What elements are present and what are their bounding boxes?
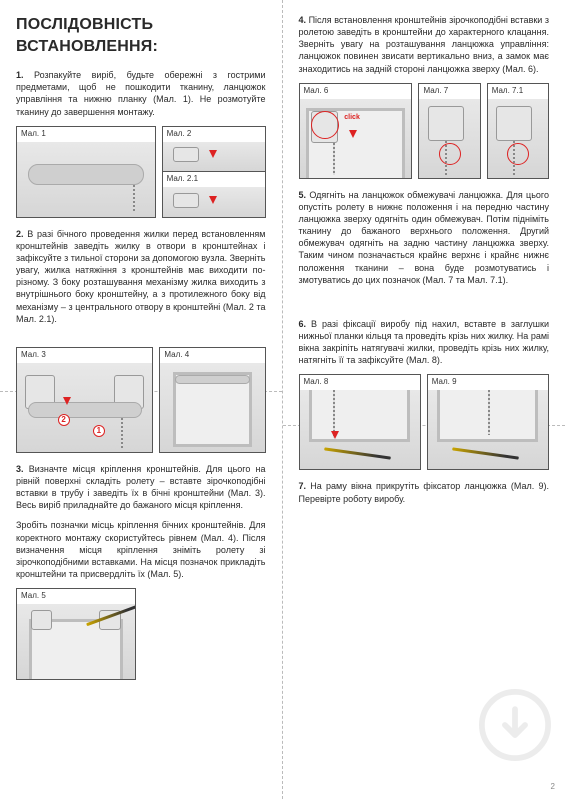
step-6-text: 6. В разі фіксації виробу під нахил, вст…: [299, 318, 550, 367]
bracket-icon: [31, 610, 52, 630]
figure-2-1-art: [163, 187, 265, 217]
highlight-circle-icon: [311, 111, 339, 139]
figure-row-5: Мал. 5: [16, 588, 266, 680]
figure-4-label: Мал. 4: [160, 348, 264, 363]
bracket-icon: [173, 147, 199, 162]
figure-row-3-4: Мал. 3 2 1 Мал. 4: [16, 347, 266, 453]
roller-icon: [28, 402, 142, 418]
right-column: 4. Після встановлення кронштейнів зірочк…: [283, 0, 565, 799]
page: ПОСЛІДОВНІСТЬ ВСТАНОВЛЕННЯ: 1. Розпакуйт…: [0, 0, 565, 799]
roller-icon: [28, 164, 144, 185]
figure-4-art: [160, 363, 264, 452]
arrow-icon: [63, 397, 71, 405]
step-1-body: Розпакуйте виріб, будьте обережні з гост…: [16, 70, 266, 116]
step-4-body: Після встановлення кронштейнів зірочкопо…: [299, 15, 550, 74]
left-column: ПОСЛІДОВНІСТЬ ВСТАНОВЛЕННЯ: 1. Розпакуйт…: [0, 0, 283, 799]
spacer: [299, 294, 550, 318]
step-3a-text: 3. Визначте місця кріплення кронштейнів.…: [16, 463, 266, 512]
figure-5-art: [17, 604, 135, 679]
bracket-icon: [428, 106, 464, 141]
figure-2-1: Мал. 2.1: [163, 171, 265, 217]
figure-7: Мал. 7: [418, 83, 480, 179]
step-2-num: 2.: [16, 229, 24, 239]
figure-2-label: Мал. 2: [163, 127, 265, 142]
figure-2-1-label: Мал. 2.1: [163, 172, 265, 187]
highlight-circle-icon: [507, 143, 529, 165]
figure-7-1-label: Мал. 7.1: [488, 84, 548, 99]
step-6-num: 6.: [299, 319, 307, 329]
step-2-text: 2. В разі бічного проведення жилки перед…: [16, 228, 266, 325]
step-5-text: 5. Одягніть на ланцюжок обмежувачі ланцю…: [299, 189, 550, 286]
figure-4: Мал. 4: [159, 347, 265, 453]
figure-5-label: Мал. 5: [17, 589, 135, 604]
step-7-text: 7. На раму вікна прикрутіть фіксатор лан…: [299, 480, 550, 504]
figure-7-1: Мал. 7.1: [487, 83, 549, 179]
chain-icon: [333, 143, 335, 175]
arrow-icon: [209, 196, 217, 204]
figure-6-label: Мал. 6: [300, 84, 412, 99]
screwdriver-icon: [452, 447, 519, 459]
chain-icon: [121, 418, 123, 448]
step-1-text: 1. Розпакуйте виріб, будьте обережні з г…: [16, 69, 266, 118]
figure-3: Мал. 3 2 1: [16, 347, 153, 453]
highlight-circle-icon: [439, 143, 461, 165]
figure-9: Мал. 9: [427, 374, 549, 470]
step-5-num: 5.: [299, 190, 307, 200]
arrow-icon: [209, 150, 217, 158]
callout-2: 2: [58, 414, 70, 426]
step-7-num: 7.: [299, 481, 307, 491]
step-6-body: В разі фіксації виробу під нахил, вставт…: [299, 319, 550, 365]
figure-1-art: [17, 142, 155, 217]
spacer: [16, 333, 266, 347]
step-5-body: Одягніть на ланцюжок обмежувачі ланцюжка…: [299, 190, 550, 285]
figure-5: Мал. 5: [16, 588, 136, 680]
figure-9-label: Мал. 9: [428, 375, 548, 390]
figure-row-1-2: Мал. 1 Мал. 2 Мал. 2.1: [16, 126, 266, 218]
arrow-icon: [331, 431, 339, 439]
figure-2-stack: Мал. 2 Мал. 2.1: [162, 126, 266, 218]
figure-row-8-9: Мал. 8 Мал. 9: [299, 374, 550, 470]
step-3-num: 3.: [16, 464, 24, 474]
figure-1: Мал. 1: [16, 126, 156, 218]
figure-6-art: click: [300, 99, 412, 178]
figure-2-art: [163, 142, 265, 172]
watermark-icon: [479, 689, 551, 761]
figure-7-label: Мал. 7: [419, 84, 479, 99]
figure-1-label: Мал. 1: [17, 127, 155, 142]
figure-7-art: [419, 99, 479, 178]
figure-7-1-art: [488, 99, 548, 178]
figure-3-label: Мал. 3: [17, 348, 152, 363]
roller-icon: [175, 375, 250, 384]
figure-8: Мал. 8: [299, 374, 421, 470]
bracket-icon: [173, 193, 199, 208]
figure-row-6-7: Мал. 6 click Мал. 7 Ма: [299, 83, 550, 179]
chain-icon: [488, 390, 490, 434]
figure-8-art: [300, 390, 420, 469]
frame-icon: [309, 390, 410, 442]
step-1-num: 1.: [16, 70, 24, 80]
step-7-body: На раму вікна прикрутіть фіксатор ланцюж…: [299, 481, 550, 503]
figure-3-art: 2 1: [17, 363, 152, 452]
page-title: ПОСЛІДОВНІСТЬ ВСТАНОВЛЕННЯ:: [16, 14, 266, 57]
step-3b-text: Зробіть позначки місць кріплення бічних …: [16, 519, 266, 580]
figure-6: Мал. 6 click: [299, 83, 413, 179]
click-label: click: [344, 113, 360, 122]
figure-2: Мал. 2: [163, 127, 265, 172]
screwdriver-icon: [324, 447, 391, 459]
figure-8-label: Мал. 8: [300, 375, 420, 390]
step-3a-body: Визначте місця кріплення кронштейнів. Дл…: [16, 464, 266, 510]
page-number: 2: [551, 782, 555, 793]
step-2-body: В разі бічного проведення жилки перед вс…: [16, 229, 266, 324]
chain-icon: [133, 185, 135, 211]
bracket-icon: [496, 106, 532, 141]
arrow-icon: [349, 130, 357, 138]
callout-1: 1: [93, 425, 105, 437]
step-4-num: 4.: [299, 15, 307, 25]
figure-9-art: [428, 390, 548, 469]
step-4-text: 4. Після встановлення кронштейнів зірочк…: [299, 14, 550, 75]
